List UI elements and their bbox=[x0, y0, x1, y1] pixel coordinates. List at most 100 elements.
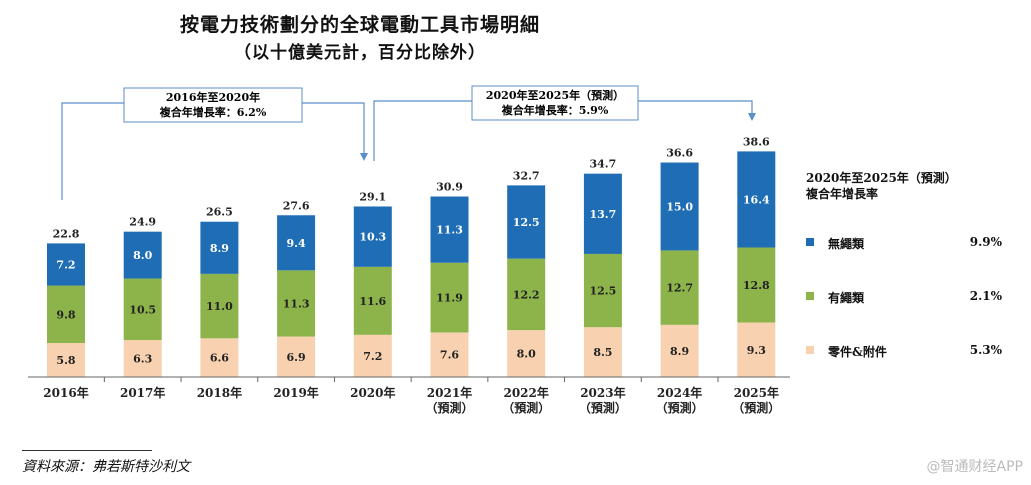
bar-segment-parts-4 bbox=[353, 334, 392, 377]
x-tick-label: 2020年 bbox=[350, 385, 395, 400]
legend-title: 2020年至2025年（預測） 複合年增長率 bbox=[806, 170, 957, 202]
x-tick-sublabel: （預測） bbox=[502, 400, 550, 415]
watermark: @智通财经APP bbox=[926, 459, 1023, 475]
segment-value-label: 7.2 bbox=[363, 350, 382, 363]
legend-item-cordless: 無繩類 9.9% bbox=[806, 235, 1002, 251]
bar-segment-parts-8 bbox=[660, 324, 699, 377]
bar-segment-corded-2 bbox=[200, 273, 239, 339]
segment-value-label: 16.4 bbox=[743, 193, 770, 206]
callout-2-arrow bbox=[748, 113, 756, 121]
bar-segment-cordless-9 bbox=[737, 151, 776, 248]
segment-value-label: 10.5 bbox=[129, 303, 156, 316]
segment-value-label: 12.2 bbox=[513, 288, 540, 301]
segment-value-label: 11.0 bbox=[206, 300, 233, 313]
segment-value-label: 12.5 bbox=[590, 285, 617, 298]
bar-segment-cordless-3 bbox=[277, 215, 316, 271]
x-tick-label: 2021年 bbox=[427, 385, 472, 400]
bar-segment-cordless-2 bbox=[200, 221, 239, 274]
bar-segment-parts-3 bbox=[277, 336, 316, 377]
segment-value-label: 8.0 bbox=[517, 348, 536, 361]
segment-value-label: 9.8 bbox=[56, 308, 75, 321]
source-divider bbox=[22, 450, 152, 451]
segment-value-label: 6.9 bbox=[287, 351, 306, 364]
total-value-label: 30.9 bbox=[436, 181, 463, 194]
legend-cagr-corded: 2.1% bbox=[969, 289, 1002, 303]
legend-cagr-parts: 5.3% bbox=[969, 343, 1002, 357]
bar-segment-parts-1 bbox=[123, 340, 162, 377]
x-tick-label: 2022年 bbox=[503, 385, 548, 400]
source-note: 資料來源：弗若斯特沙利文 bbox=[22, 459, 190, 475]
bar-segment-cordless-4 bbox=[353, 206, 392, 267]
segment-value-label: 15.0 bbox=[666, 200, 693, 213]
legend-item-corded: 有繩類 2.1% bbox=[806, 289, 1002, 305]
total-value-label: 26.5 bbox=[206, 206, 233, 219]
segment-value-label: 11.3 bbox=[283, 297, 310, 310]
segment-value-label: 8.9 bbox=[210, 242, 229, 255]
legend-swatch-corded bbox=[806, 292, 814, 300]
segment-value-label: 7.2 bbox=[56, 258, 75, 271]
callout-1-arrow bbox=[360, 153, 368, 161]
bar-segment-cordless-7 bbox=[583, 173, 622, 254]
segment-value-label: 11.3 bbox=[436, 224, 463, 237]
callout-1-line1: 2016年至2020年 bbox=[166, 90, 260, 104]
bar-segment-parts-5 bbox=[430, 332, 469, 377]
x-tick-label: 2016年 bbox=[43, 385, 88, 400]
bar-segment-corded-8 bbox=[660, 250, 699, 325]
bar-segment-cordless-6 bbox=[507, 185, 546, 259]
segment-value-label: 8.9 bbox=[670, 345, 689, 358]
x-tick-sublabel: （預測） bbox=[425, 400, 473, 415]
total-value-label: 32.7 bbox=[513, 169, 540, 182]
segment-value-label: 12.8 bbox=[743, 279, 770, 292]
bar-segment-cordless-5 bbox=[430, 196, 469, 263]
segment-value-label: 9.4 bbox=[287, 237, 306, 250]
x-tick-label: 2023年 bbox=[580, 385, 625, 400]
bar-segment-parts-7 bbox=[583, 327, 622, 377]
segment-value-label: 12.5 bbox=[513, 216, 540, 229]
callout-1-left-line bbox=[61, 102, 124, 200]
bar-segment-corded-0 bbox=[47, 285, 85, 344]
callout-1-line2: 複合年增長率：6.2% bbox=[159, 105, 267, 119]
chart-subtitle: （以十億美元計，百分比除外） bbox=[234, 43, 486, 63]
x-tick-label: 2025年 bbox=[734, 385, 779, 400]
cagr-callouts: 2016年至2020年 複合年增長率：6.2% 2020年至2025年（預測） … bbox=[61, 85, 756, 200]
segment-value-label: 11.9 bbox=[436, 292, 463, 305]
legend-item-parts: 零件&附件 5.3% bbox=[806, 343, 1002, 359]
legend-label-parts: 零件&附件 bbox=[828, 345, 887, 359]
bar-segment-cordless-8 bbox=[660, 162, 699, 251]
x-tick-sublabel: （預測） bbox=[732, 400, 780, 415]
bar-segment-parts-6 bbox=[507, 330, 546, 377]
callout-2-line1: 2020年至2025年（預測） bbox=[486, 88, 624, 102]
total-value-label: 24.9 bbox=[129, 216, 156, 229]
legend-cagr-cordless: 9.9% bbox=[969, 235, 1002, 249]
bar-segment-corded-1 bbox=[123, 278, 162, 341]
bar-segment-corded-4 bbox=[353, 266, 392, 335]
x-tick-sublabel: （預測） bbox=[579, 400, 627, 415]
legend-label-corded: 有繩類 bbox=[828, 291, 865, 305]
x-tick-label: 2024年 bbox=[657, 385, 702, 400]
segment-value-label: 6.3 bbox=[133, 353, 152, 366]
callout-2-line2: 複合年增長率：5.9% bbox=[501, 103, 609, 117]
bar-segment-corded-6 bbox=[507, 258, 546, 331]
segment-value-label: 6.6 bbox=[210, 352, 229, 365]
callout-box-2020-2025 bbox=[471, 85, 639, 121]
bar-segment-cordless-1 bbox=[123, 231, 162, 279]
segment-value-label: 7.6 bbox=[440, 349, 459, 362]
x-tick-sublabel: （預測） bbox=[656, 400, 704, 415]
callout-1-right-line bbox=[302, 102, 365, 154]
segment-value-label: 8.5 bbox=[593, 346, 612, 359]
bar-segment-corded-5 bbox=[430, 262, 469, 333]
segment-value-label: 12.7 bbox=[666, 282, 693, 295]
total-value-label: 22.8 bbox=[53, 227, 80, 240]
legend-title-line1: 2020年至2025年（預測） bbox=[806, 171, 957, 185]
callout-2-left-line bbox=[373, 100, 472, 161]
bar-segment-corded-9 bbox=[737, 247, 776, 323]
x-tick-label: 2019年 bbox=[273, 385, 318, 400]
total-value-label: 29.1 bbox=[359, 190, 386, 203]
total-value-label: 27.6 bbox=[283, 199, 310, 212]
segment-value-label: 10.3 bbox=[359, 231, 386, 244]
callout-box-2016-2020 bbox=[123, 87, 303, 123]
segment-value-label: 9.3 bbox=[747, 344, 766, 357]
legend-swatch-cordless bbox=[806, 238, 814, 246]
bar-segment-corded-7 bbox=[583, 253, 622, 328]
